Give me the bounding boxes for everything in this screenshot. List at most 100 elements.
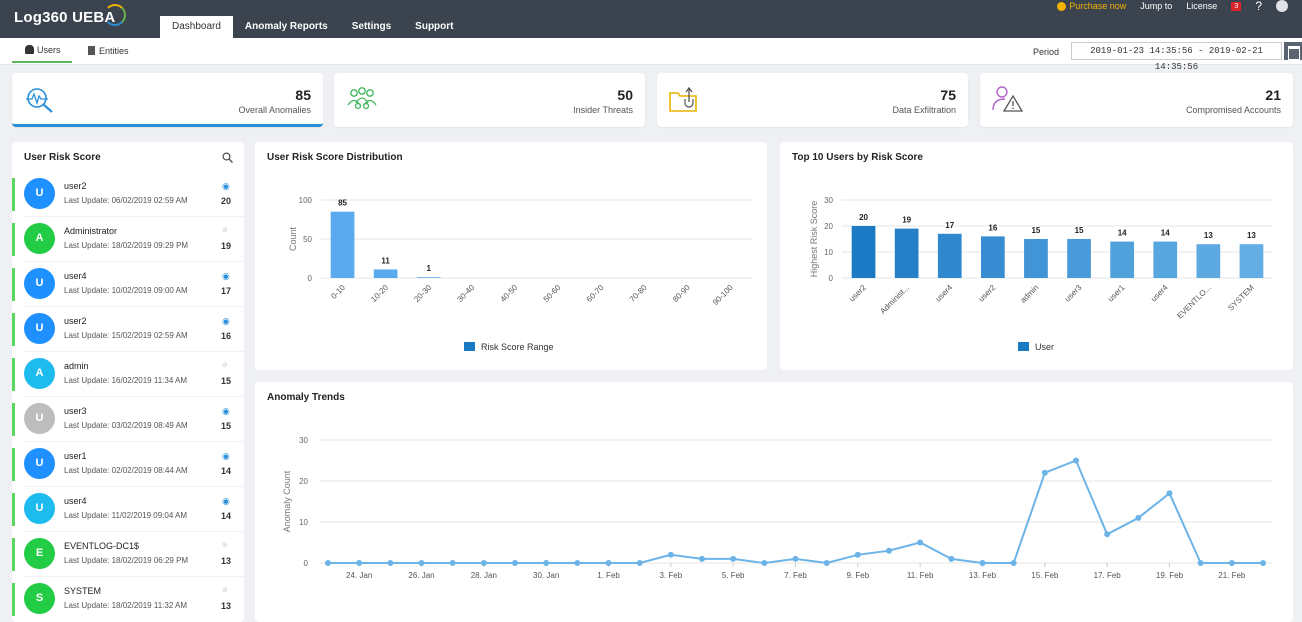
x-tick-label: user1 (1106, 283, 1127, 304)
legend-swatch (1018, 342, 1029, 351)
data-point (356, 560, 363, 566)
last-update: Last Update: 18/02/2019 09:29 PM (64, 241, 189, 250)
bar (330, 211, 355, 278)
data-point (854, 551, 861, 558)
jump-to-link[interactable]: Jump to (1140, 1, 1173, 11)
y-tick-label: 10 (824, 248, 833, 257)
subtab-entities[interactable]: Entities (88, 38, 129, 63)
avatar: E (24, 538, 55, 569)
user-name[interactable]: Administrator (64, 226, 118, 236)
card-label: Compromised Accounts (1185, 105, 1281, 115)
unwatch-icon[interactable]: ⊘ (222, 587, 228, 594)
user-menu-icon[interactable] (1276, 0, 1288, 12)
user-name[interactable]: user1 (64, 451, 87, 461)
risk-indicator (12, 223, 15, 256)
data-label: 20 (859, 213, 868, 222)
unwatch-icon[interactable]: ⊘ (222, 362, 228, 369)
divider (24, 351, 244, 352)
risk-indicator (12, 583, 15, 616)
data-label: 85 (338, 199, 347, 208)
data-point (1073, 457, 1079, 464)
series-line (328, 459, 1263, 565)
help-icon[interactable]: ? (1255, 0, 1262, 13)
risk-list-item[interactable]: E EVENTLOG-DC1$ Last Update: 18/02/2019 06… (12, 532, 244, 577)
watch-icon[interactable]: ◉ (222, 406, 230, 416)
avatar: U (24, 493, 55, 524)
search-icon[interactable] (222, 152, 233, 163)
card-value: 21 (1265, 87, 1281, 103)
y-axis-label: Highest Risk Score (809, 201, 819, 278)
unwatch-icon[interactable]: ⊘ (222, 542, 228, 549)
notification-badge[interactable]: 3 (1231, 1, 1242, 11)
user-name[interactable]: user2 (64, 316, 87, 326)
risk-score: 13 (221, 601, 232, 611)
x-tick-label: 17. Feb (1094, 571, 1122, 580)
top-users-chart: 0 10 20 30 Highest Risk Score 20 user2 19 Admini… (809, 196, 1273, 352)
subtab-entities-label: Entities (99, 45, 129, 56)
avatar: U (24, 403, 55, 434)
risk-score: 16 (221, 331, 232, 341)
user-name[interactable]: user4 (64, 496, 87, 506)
x-tick-label: 0-10 (329, 283, 347, 301)
x-tick-label: 15. Feb (1031, 571, 1059, 580)
last-update: Last Update: 02/02/2019 08:44 AM (64, 466, 188, 475)
avatar: U (24, 178, 55, 209)
user-name[interactable]: user3 (64, 406, 87, 416)
watch-icon[interactable]: ◉ (222, 496, 230, 506)
calendar-icon[interactable] (1284, 42, 1302, 60)
data-point (512, 560, 518, 566)
bar (1153, 241, 1178, 278)
subtab-users-label: Users (37, 44, 61, 55)
watch-icon[interactable]: ◉ (222, 181, 230, 191)
user-name[interactable]: admin (64, 361, 89, 371)
risk-list-item[interactable]: S SYSTEM Last Update: 18/02/2019 11:32 AM ⊘… (12, 577, 244, 622)
user-name[interactable]: user2 (64, 181, 87, 191)
legend-label: User (1035, 342, 1054, 352)
risk-score: 17 (221, 286, 232, 296)
card-insider-threats[interactable]: 50 Insider Threats (334, 73, 645, 127)
purchase-link[interactable]: Purchase now (1057, 1, 1126, 11)
card-overall-anomalies[interactable]: 85 Overall Anomalies (12, 73, 323, 127)
user-name[interactable]: EVENTLOG-DC1$ (64, 541, 140, 551)
user-name[interactable]: SYSTEM (64, 586, 102, 596)
divider (24, 216, 244, 217)
data-point (667, 551, 674, 558)
x-tick-label: 30-40 (455, 283, 476, 304)
tab-settings[interactable]: Settings (351, 21, 392, 32)
user-name[interactable]: user4 (64, 271, 87, 281)
card-data-exfiltration[interactable]: 75 Data Exfiltration (657, 73, 968, 127)
card-compromised-accounts[interactable]: 21 Compromised Accounts (980, 73, 1293, 127)
unwatch-icon[interactable]: ⊘ (222, 227, 228, 234)
avatar: U (24, 268, 55, 299)
data-point (1228, 560, 1235, 566)
data-label: 13 (1247, 231, 1256, 240)
tab-anomaly-reports[interactable]: Anomaly Reports (244, 21, 328, 32)
tab-dashboard[interactable]: Dashboard (160, 16, 233, 38)
risk-indicator (12, 313, 15, 346)
divider (24, 306, 244, 307)
tab-support[interactable]: Support (415, 21, 454, 32)
app-logo[interactable]: Log360 UEBA (14, 9, 116, 26)
last-update: Last Update: 03/02/2019 08:49 AM (64, 421, 188, 430)
bar (1067, 239, 1091, 278)
subtab-users[interactable]: Users (12, 38, 72, 63)
watch-icon[interactable]: ◉ (222, 271, 230, 281)
period-input[interactable]: 2019-01-23 14:35:56 - 2019-02-21 14:35:5… (1071, 42, 1282, 72)
divider (24, 441, 244, 442)
x-tick-label: 5. Feb (722, 571, 745, 580)
license-link[interactable]: License (1186, 1, 1218, 11)
y-tick-label: 0 (308, 274, 313, 283)
user-warning-icon (992, 86, 1024, 112)
bar (980, 236, 1005, 278)
watch-icon[interactable]: ◉ (222, 451, 230, 461)
x-tick-label: admin (1019, 283, 1041, 305)
risk-list-item[interactable]: A Administrator Last Update: 18/02/2019 09… (12, 217, 244, 262)
watch-icon[interactable]: ◉ (222, 316, 230, 326)
